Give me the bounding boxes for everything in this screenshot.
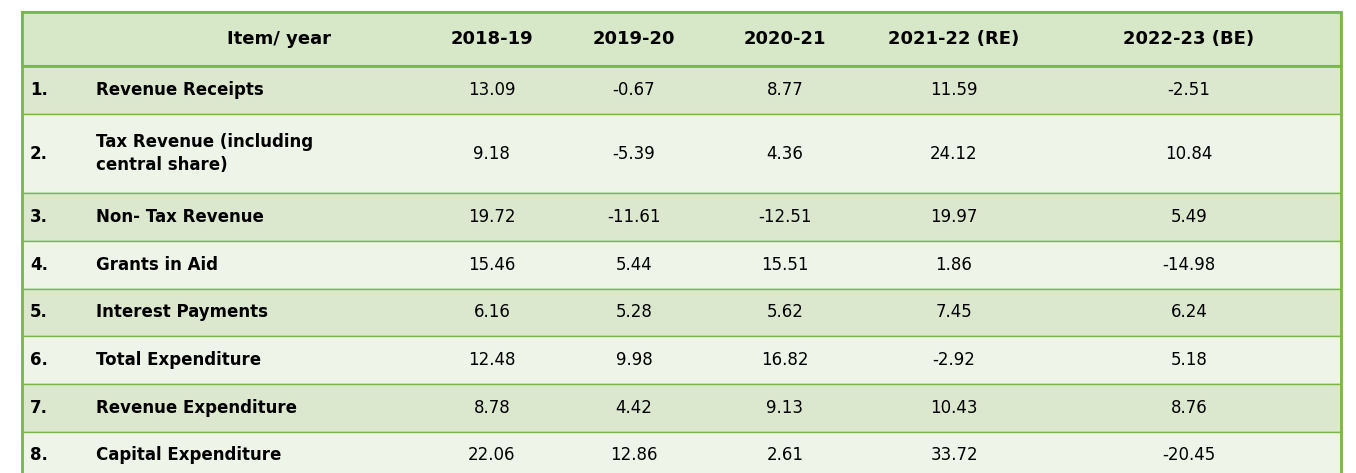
Text: 8.: 8. xyxy=(30,447,47,464)
Text: -12.51: -12.51 xyxy=(758,208,812,226)
Text: 8.78: 8.78 xyxy=(473,399,510,417)
Text: 5.28: 5.28 xyxy=(616,304,652,322)
Text: 10.84: 10.84 xyxy=(1165,145,1212,163)
Text: 15.51: 15.51 xyxy=(761,256,808,274)
Bar xyxy=(22,336,1341,384)
Text: -14.98: -14.98 xyxy=(1162,256,1215,274)
Text: -5.39: -5.39 xyxy=(613,145,655,163)
Text: 7.45: 7.45 xyxy=(936,304,972,322)
Text: 10.43: 10.43 xyxy=(930,399,978,417)
Text: 22.06: 22.06 xyxy=(468,447,515,464)
Text: -0.67: -0.67 xyxy=(613,81,655,99)
Text: 5.44: 5.44 xyxy=(616,256,652,274)
Text: Revenue Receipts: Revenue Receipts xyxy=(96,81,264,99)
Text: 4.36: 4.36 xyxy=(766,145,803,163)
Text: 4.: 4. xyxy=(30,256,47,274)
Text: 1.86: 1.86 xyxy=(936,256,972,274)
Text: 2021-22 (RE): 2021-22 (RE) xyxy=(888,30,1020,48)
Bar xyxy=(22,66,1341,114)
Text: 2.61: 2.61 xyxy=(766,447,803,464)
Text: 8.76: 8.76 xyxy=(1170,399,1207,417)
Text: 33.72: 33.72 xyxy=(930,447,978,464)
Text: 11.59: 11.59 xyxy=(930,81,978,99)
Text: 12.48: 12.48 xyxy=(468,351,515,369)
Text: Capital Expenditure: Capital Expenditure xyxy=(96,447,282,464)
Text: 13.09: 13.09 xyxy=(468,81,515,99)
Text: 2020-21: 2020-21 xyxy=(743,30,826,48)
Text: -11.61: -11.61 xyxy=(607,208,660,226)
Bar xyxy=(22,241,1341,289)
Text: 12.86: 12.86 xyxy=(610,447,658,464)
Text: Grants in Aid: Grants in Aid xyxy=(96,256,218,274)
Text: 2022-23 (BE): 2022-23 (BE) xyxy=(1123,30,1254,48)
Text: Non- Tax Revenue: Non- Tax Revenue xyxy=(96,208,264,226)
Bar xyxy=(22,289,1341,336)
Bar xyxy=(22,384,1341,432)
Text: 5.49: 5.49 xyxy=(1170,208,1207,226)
Text: -2.92: -2.92 xyxy=(933,351,975,369)
Text: 8.77: 8.77 xyxy=(766,81,803,99)
Text: 5.62: 5.62 xyxy=(766,304,803,322)
Text: Revenue Expenditure: Revenue Expenditure xyxy=(96,399,297,417)
Text: 2.: 2. xyxy=(30,145,47,163)
Text: 19.72: 19.72 xyxy=(468,208,515,226)
Bar xyxy=(22,193,1341,241)
Text: 6.: 6. xyxy=(30,351,47,369)
Text: 15.46: 15.46 xyxy=(468,256,515,274)
Text: 1.: 1. xyxy=(30,81,47,99)
Text: 19.97: 19.97 xyxy=(930,208,978,226)
Text: 5.18: 5.18 xyxy=(1170,351,1207,369)
Text: 7.: 7. xyxy=(30,399,47,417)
Text: 2019-20: 2019-20 xyxy=(593,30,675,48)
Text: Interest Payments: Interest Payments xyxy=(96,304,268,322)
Text: 9.18: 9.18 xyxy=(473,145,510,163)
Text: 2018-19: 2018-19 xyxy=(450,30,533,48)
Text: 4.42: 4.42 xyxy=(616,399,652,417)
Text: Item/ year: Item/ year xyxy=(226,30,331,48)
Text: 6.24: 6.24 xyxy=(1170,304,1207,322)
Text: 16.82: 16.82 xyxy=(761,351,808,369)
Text: 5.: 5. xyxy=(30,304,47,322)
Text: Tax Revenue (including
central share): Tax Revenue (including central share) xyxy=(96,133,313,174)
Text: 9.13: 9.13 xyxy=(766,399,803,417)
Bar xyxy=(22,114,1341,193)
Text: -20.45: -20.45 xyxy=(1162,447,1215,464)
Text: Total Expenditure: Total Expenditure xyxy=(96,351,262,369)
Bar xyxy=(22,432,1341,473)
Text: 24.12: 24.12 xyxy=(930,145,978,163)
Text: -2.51: -2.51 xyxy=(1168,81,1211,99)
Text: 3.: 3. xyxy=(30,208,47,226)
Text: 6.16: 6.16 xyxy=(473,304,510,322)
Bar xyxy=(22,12,1341,66)
Text: 9.98: 9.98 xyxy=(616,351,652,369)
